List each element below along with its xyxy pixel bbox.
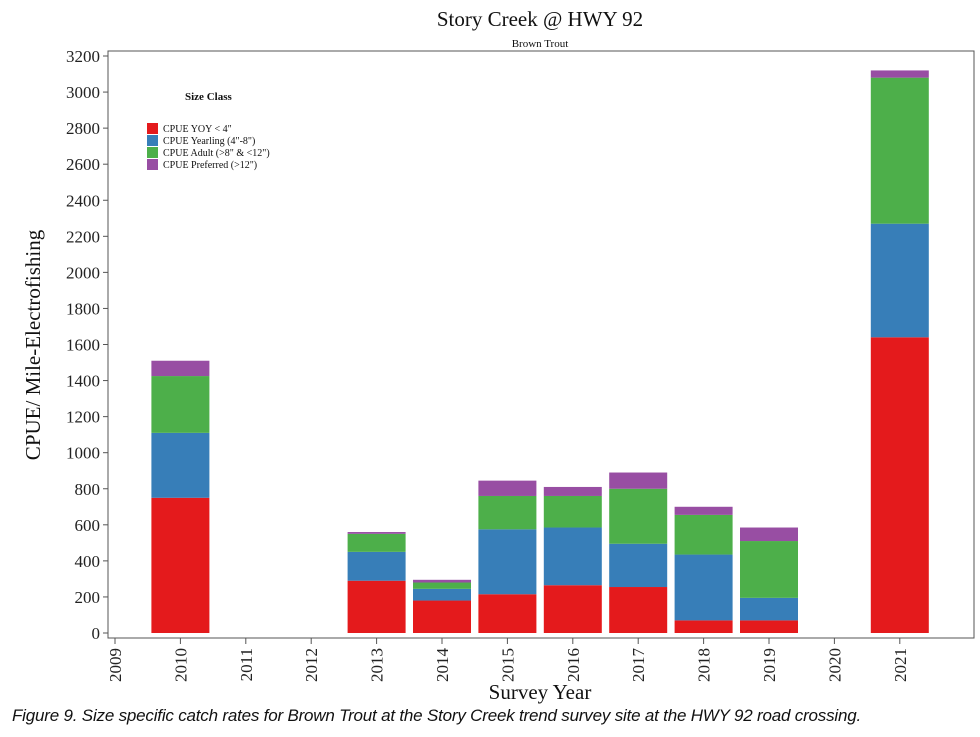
bar-segment (543, 486, 602, 496)
bar-segment (609, 472, 668, 489)
x-tick-label: 2016 (564, 648, 583, 682)
bar-segment (347, 532, 406, 534)
bar-segment (478, 594, 537, 633)
y-tick-label: 200 (75, 588, 101, 607)
y-tick-label: 2800 (66, 119, 100, 138)
x-axis: 2009 2010 2011 2012 2013 2014 2015 2016 2017 2018… (106, 638, 910, 682)
y-axis-label: CPUE/ Mile-Electrofishing (21, 229, 45, 460)
x-tick-label: 2012 (302, 648, 321, 682)
bar-segment (870, 337, 929, 633)
bar-segment (478, 529, 537, 595)
y-tick-label: 1000 (66, 444, 100, 463)
legend: Size Class CPUE YOY < 4"CPUE Yearling (4… (147, 91, 270, 171)
bar-segment (674, 514, 733, 555)
x-tick-label: 2018 (695, 648, 714, 682)
bar-segment (740, 527, 798, 542)
legend-label: CPUE Adult (>8" & <12") (163, 148, 270, 159)
y-tick-label: 0 (92, 624, 101, 643)
y-tick-label: 1800 (66, 299, 100, 318)
legend-label: CPUE Preferred (>12") (163, 160, 257, 171)
chart-subtitle: Brown Trout (512, 38, 569, 50)
bar-segment (543, 495, 602, 528)
bar-segment (347, 551, 406, 581)
bar-segment (609, 587, 668, 633)
stacked-bar-chart: Story Creek @ HWY 92 Brown Trout 0 200 400… (21, 7, 975, 704)
bar-segment (609, 488, 668, 544)
y-tick-label: 800 (75, 480, 101, 499)
bar-segment (740, 597, 798, 621)
y-tick-label: 400 (75, 552, 101, 571)
bar-segment (151, 360, 210, 377)
legend-label: CPUE YOY < 4" (163, 124, 232, 135)
bar-segment (740, 620, 798, 633)
bar-segment (347, 580, 406, 633)
y-tick-label: 2000 (66, 263, 100, 282)
x-tick-label: 2011 (237, 648, 256, 681)
bar-segment (543, 527, 602, 586)
bar-segment (543, 585, 602, 633)
x-tick-label: 2019 (760, 648, 779, 682)
bar-segment (478, 495, 537, 530)
y-tick-label: 2400 (66, 191, 100, 210)
figure-caption: Figure 9. Size specific catch rates for … (12, 706, 862, 725)
legend-swatch (147, 123, 158, 134)
bar-segment (151, 376, 210, 433)
bar-segment (674, 554, 733, 621)
bar-segment (870, 223, 929, 338)
y-tick-label: 600 (75, 516, 101, 535)
y-tick-label: 2200 (66, 227, 100, 246)
bar-segment (413, 579, 471, 583)
y-tick-label: 3000 (66, 83, 100, 102)
y-tick-label: 1200 (66, 408, 100, 427)
bar-segment (151, 432, 210, 498)
x-tick-label: 2017 (629, 648, 648, 683)
legend-label: CPUE Yearling (4"-8") (163, 136, 255, 147)
legend-swatch (147, 159, 158, 170)
x-tick-label: 2015 (498, 648, 517, 682)
y-tick-label: 1400 (66, 372, 100, 391)
legend-title: Size Class (185, 91, 232, 103)
x-tick-label: 2009 (106, 648, 125, 682)
bar-segment (870, 70, 929, 78)
bar-segment (347, 533, 406, 552)
x-tick-label: 2013 (368, 648, 387, 682)
y-tick-label: 1600 (66, 336, 100, 355)
y-axis: 0 200 400 600 800 1000 1200 1400 1600 1800 2000 220… (66, 47, 108, 643)
x-tick-label: 2014 (433, 648, 452, 683)
bars (151, 70, 929, 633)
y-tick-label: 2600 (66, 155, 100, 174)
x-axis-label: Survey Year (489, 680, 592, 704)
bar-segment (413, 588, 471, 601)
y-tick-label: 3200 (66, 47, 100, 66)
bar-segment (478, 480, 537, 496)
x-tick-label: 2020 (825, 648, 844, 682)
bar-segment (740, 541, 798, 598)
legend-swatch (147, 147, 158, 158)
x-tick-label: 2010 (171, 648, 190, 682)
bar-segment (413, 600, 471, 633)
legend-swatch (147, 135, 158, 146)
bar-segment (674, 506, 733, 515)
x-tick-label: 2021 (891, 648, 910, 682)
bar-segment (870, 77, 929, 224)
bar-segment (609, 543, 668, 588)
bar-segment (674, 620, 733, 633)
chart-title: Story Creek @ HWY 92 (437, 7, 643, 31)
bar-segment (151, 497, 210, 633)
bar-segment (413, 582, 471, 589)
